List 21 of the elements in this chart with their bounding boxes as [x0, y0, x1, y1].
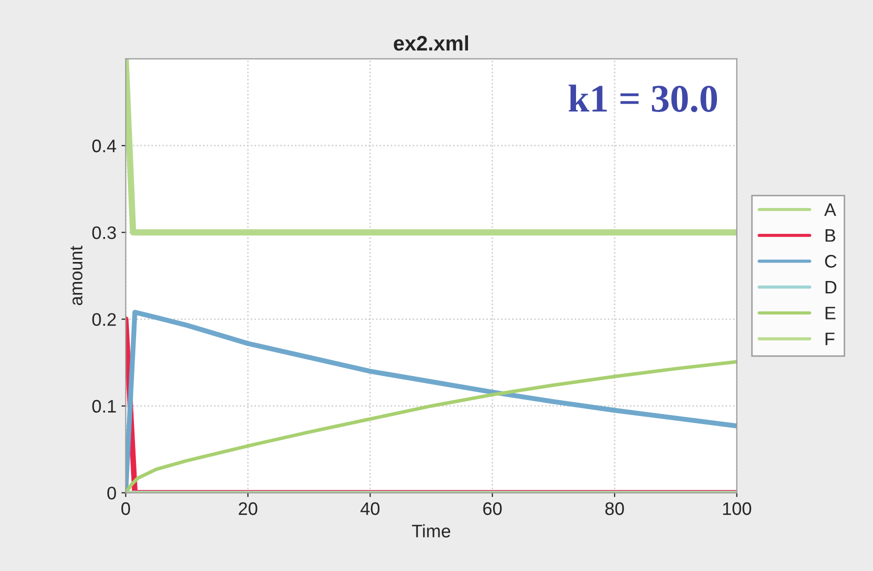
- legend-label: B: [826, 229, 836, 242]
- y-tick-label: 0.4: [92, 140, 116, 152]
- x-axis-title: Time: [412, 524, 450, 538]
- x-tick-label: 80: [605, 502, 624, 516]
- legend-label: E: [826, 306, 836, 320]
- x-tick-label: 0: [121, 502, 130, 516]
- legend-label: C: [825, 254, 837, 268]
- annotation: k1 = 30.0: [568, 84, 717, 112]
- y-tick-label: 0: [107, 486, 116, 500]
- chart-title: ex2.xml: [394, 35, 468, 51]
- x-tick-label: 40: [360, 502, 380, 516]
- legend-label: A: [824, 203, 836, 216]
- y-tick-label: 0.1: [92, 400, 116, 413]
- legend-label: F: [826, 332, 834, 346]
- x-tick-label: 20: [238, 502, 258, 516]
- legend-label: D: [826, 280, 836, 294]
- x-tick-label: 100: [723, 502, 752, 516]
- y-tick-label: 0.3: [92, 226, 116, 240]
- y-axis-title: amount: [70, 246, 82, 306]
- y-tick-label: 0.2: [92, 313, 116, 326]
- x-tick-label: 60: [483, 502, 502, 516]
